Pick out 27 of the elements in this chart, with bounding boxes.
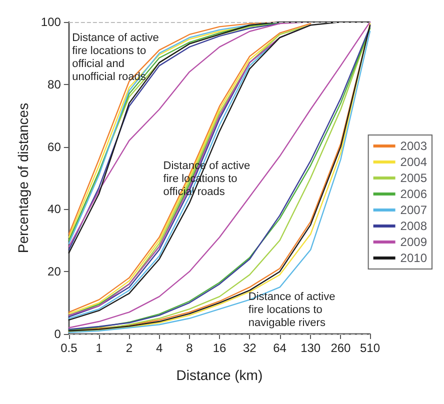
x-tick-label: 2 (126, 341, 133, 355)
legend-label: 2010 (400, 251, 428, 265)
legend-label: 2005 (400, 171, 428, 185)
x-tick-label: 0.5 (60, 341, 78, 355)
y-tick-label: 100 (40, 15, 62, 29)
legend-label: 2003 (400, 139, 428, 153)
x-tick-label: 260 (330, 341, 352, 355)
x-tick-label: 16 (212, 341, 227, 355)
x-tick-label: 1 (96, 341, 103, 355)
y-tick-label: 20 (48, 264, 62, 279)
x-tick-label: 64 (273, 341, 287, 355)
x-tick-label: 32 (242, 341, 257, 355)
legend-label: 2008 (400, 219, 428, 233)
legend-label: 2007 (400, 203, 428, 217)
x-tick-label: 130 (300, 341, 321, 355)
legend-label: 2004 (400, 155, 428, 169)
y-tick-label: 0 (54, 327, 62, 341)
legend-label: 2009 (400, 235, 428, 249)
x-axis-title: Distance (km) (176, 367, 263, 383)
x-tick-label: 510 (360, 341, 380, 355)
y-axis-title: Percentage of distances (15, 102, 31, 254)
y-tick-label: 80 (48, 77, 62, 92)
x-tick-label: 8 (186, 341, 194, 355)
x-tick-label: 4 (156, 341, 163, 355)
legend-label: 2006 (400, 187, 428, 201)
y-tick-label: 60 (48, 140, 62, 154)
y-tick-label: 40 (48, 202, 62, 216)
